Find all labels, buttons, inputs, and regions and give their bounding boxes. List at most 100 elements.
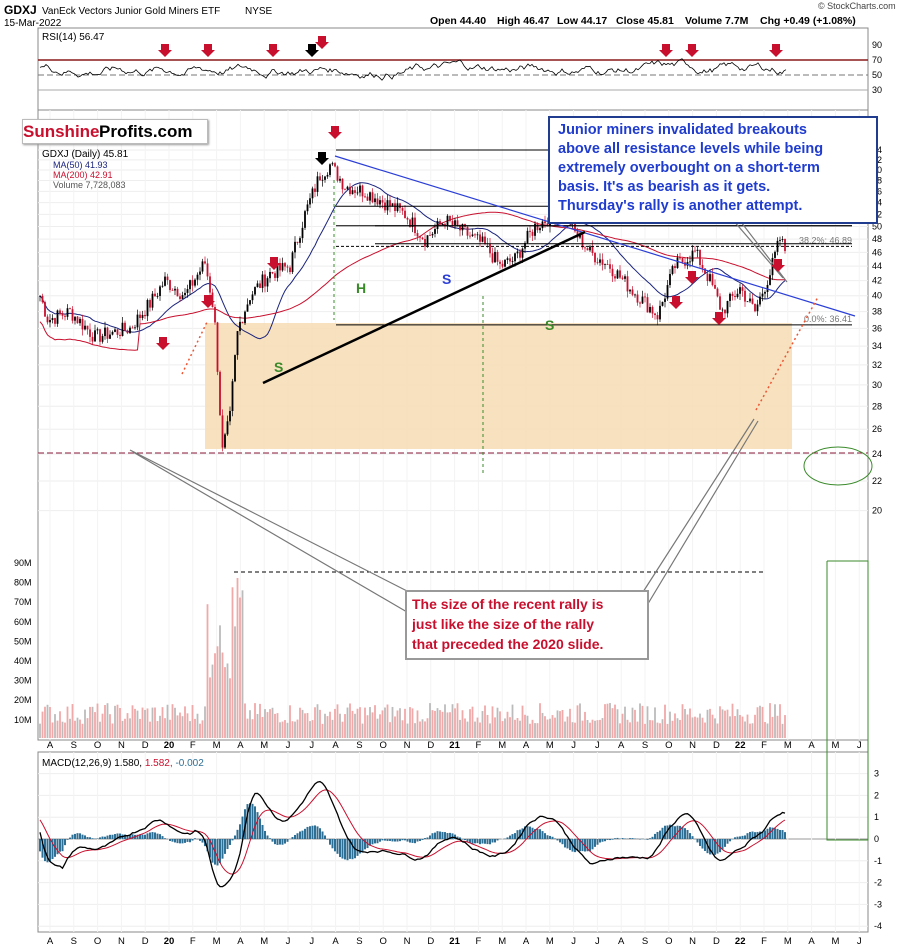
macd-histogram-bar	[646, 839, 649, 840]
price-candle	[379, 200, 381, 205]
volume-bar	[56, 720, 59, 738]
volume-bar	[576, 705, 579, 738]
macd-histogram-bar	[684, 828, 686, 839]
volume-bar	[104, 705, 106, 738]
macd-histogram-bar	[594, 839, 596, 847]
price-candle	[781, 239, 784, 240]
macd-histogram-bar	[781, 830, 784, 839]
target-ellipse	[803, 446, 873, 486]
price-candle	[156, 295, 159, 297]
volume-bar	[446, 712, 449, 738]
support-zone	[205, 323, 792, 449]
price-candle	[276, 263, 279, 278]
volume-bar	[649, 720, 651, 738]
price-candle	[231, 381, 234, 411]
price-candle	[149, 300, 151, 308]
volume-bar	[674, 713, 676, 738]
price-candle	[459, 225, 461, 231]
volume-bar	[184, 706, 186, 738]
x-axis-label: A	[808, 936, 815, 947]
price-candle	[89, 329, 91, 337]
volume-bar	[496, 707, 499, 738]
volume-bar	[169, 719, 171, 738]
chart-name: VanEck Vectors Junior Gold Miners ETF	[42, 6, 220, 17]
macd-histogram-bar	[686, 829, 689, 839]
volume-bar	[321, 723, 324, 738]
price-candle	[184, 292, 186, 296]
volume-bar	[256, 714, 259, 738]
macd-histogram-bar	[716, 839, 719, 854]
volume-bar	[144, 709, 146, 738]
volume-bar	[329, 711, 331, 738]
volume-bar	[339, 713, 341, 738]
macd-histogram-bar	[131, 834, 134, 839]
volume-bar	[131, 705, 134, 738]
volume-bar	[324, 713, 326, 738]
x-axis-label: F	[190, 936, 196, 947]
volume-bar	[204, 706, 206, 738]
price-candle	[176, 288, 179, 297]
volume-bar	[461, 710, 464, 738]
macd-histogram-bar	[124, 834, 126, 839]
macd-histogram-bar	[441, 831, 444, 839]
macd-histogram-bar	[536, 828, 539, 839]
callout-line-note2-b	[132, 451, 408, 613]
macd-histogram-bar	[141, 834, 144, 839]
price-candle	[719, 296, 721, 310]
note1-line: Thursday's rally is another attempt.	[558, 198, 803, 214]
volume-bar	[676, 718, 679, 738]
price-candle	[699, 249, 701, 265]
rsi-tick-label: 50	[872, 70, 882, 80]
macd-histogram-bar	[41, 839, 44, 858]
x-axis-label: D	[713, 936, 720, 947]
price-candle	[539, 228, 541, 231]
price-candle	[614, 276, 616, 279]
macd-histogram-bar	[681, 826, 684, 839]
volume-bar	[554, 717, 556, 738]
volume-bar	[276, 713, 279, 738]
price-candle	[356, 192, 359, 194]
volume-bar	[156, 721, 159, 738]
volume-bar	[294, 721, 296, 738]
volume-bar	[696, 717, 699, 738]
x-axis-label: O	[380, 936, 387, 947]
macd-histogram-bar	[321, 831, 324, 839]
volume-bar	[584, 711, 586, 738]
volume-bar	[354, 713, 356, 738]
x-axis-label: F	[475, 740, 481, 751]
header-change: Chg +0.49 (+1.08%)	[760, 15, 856, 27]
macd-histogram-bar	[546, 835, 549, 839]
volume-bar	[611, 708, 614, 738]
volume-bar	[666, 723, 669, 738]
macd-histogram-bar	[256, 812, 259, 839]
volume-bar	[606, 703, 609, 738]
volume-bar	[756, 707, 759, 738]
note2-line: The size of the recent rally is	[412, 596, 604, 612]
macd-histogram-bar	[416, 839, 419, 842]
volume-bar	[86, 718, 89, 738]
volume-bar	[301, 709, 304, 738]
macd-histogram-bar	[274, 839, 276, 845]
price-candle	[634, 294, 636, 296]
macd-histogram-bar	[316, 826, 319, 839]
volume-bar	[196, 713, 199, 738]
price-candle	[516, 251, 519, 254]
volume-bar	[769, 703, 771, 738]
volume-bar	[46, 704, 49, 738]
volume-bar	[369, 707, 371, 738]
macd-histogram-bar	[356, 839, 359, 856]
price-candle	[119, 334, 121, 336]
x-axis-label: O	[94, 936, 101, 947]
macd-line	[39, 780, 786, 888]
price-candle	[744, 290, 746, 302]
macd-histogram-bar	[709, 839, 711, 855]
price-candle	[44, 302, 46, 317]
macd-histogram-bar	[509, 835, 511, 839]
price-candle	[59, 310, 61, 314]
macd-histogram-bar	[419, 839, 421, 842]
volume-bar	[456, 703, 459, 738]
volume-bar	[139, 718, 141, 738]
volume-bar	[614, 704, 616, 738]
price-candle	[596, 262, 599, 264]
